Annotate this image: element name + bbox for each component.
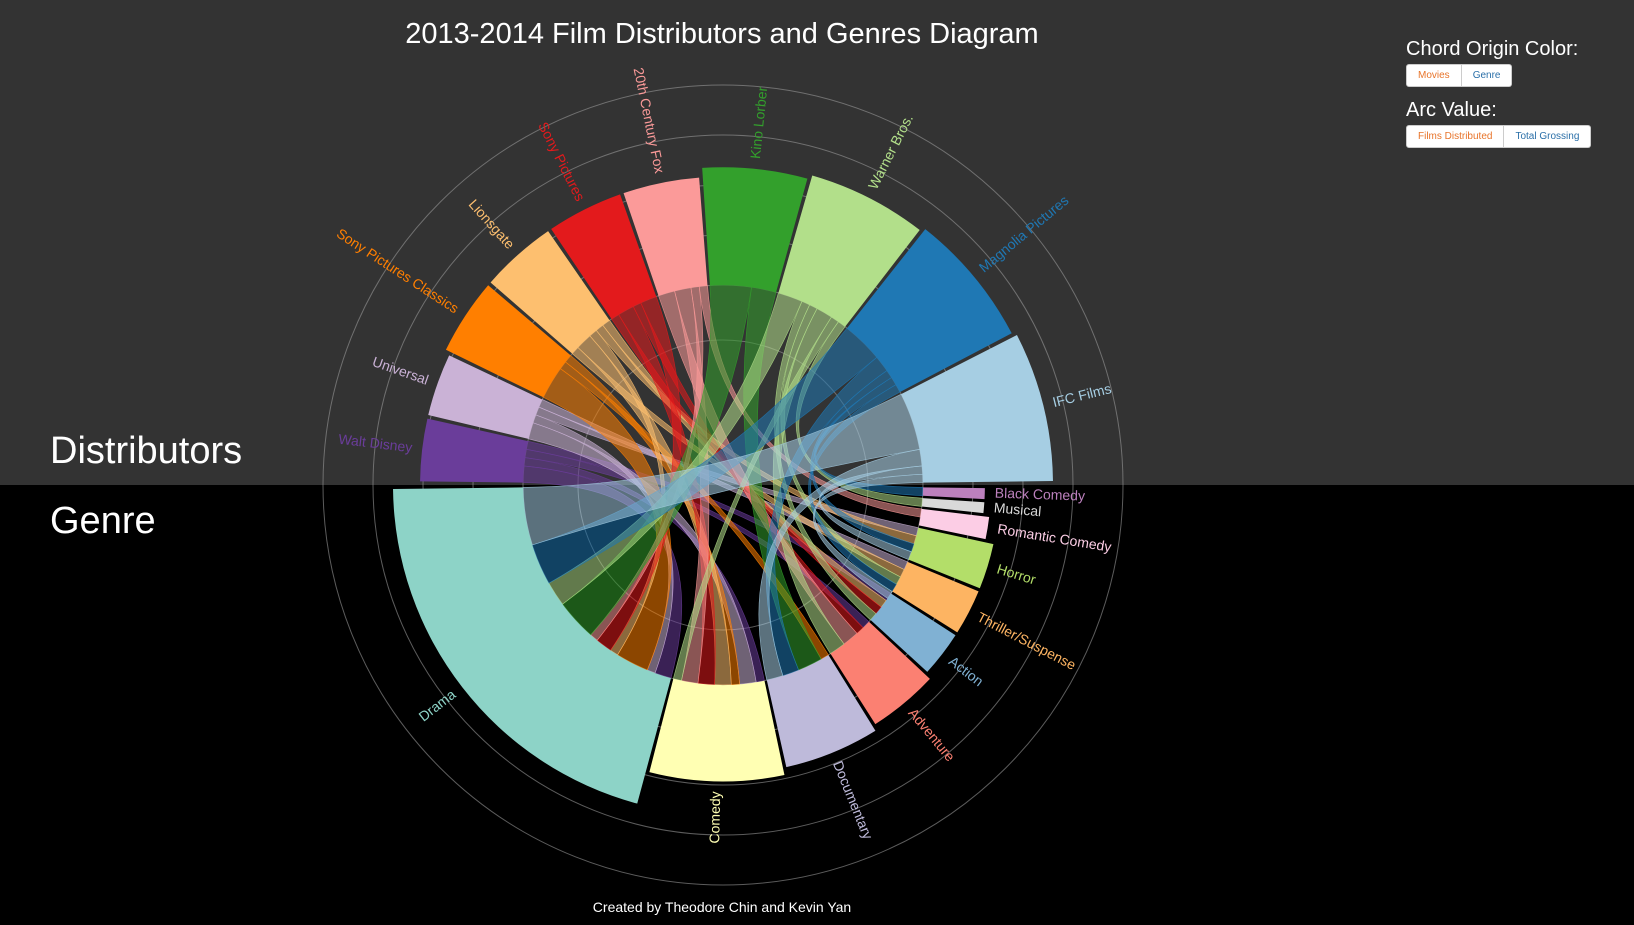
arc-horror[interactable] — [908, 527, 994, 589]
arc-thriller-suspense[interactable] — [892, 561, 979, 633]
arcs — [393, 167, 1053, 804]
label-documentary: Documentary — [830, 758, 876, 841]
label-walt-disney: Walt Disney — [338, 431, 414, 456]
chord-lionsgate-drama[interactable] — [589, 329, 666, 656]
label-horror: Horror — [995, 561, 1038, 588]
label-action: Action — [946, 653, 987, 689]
label-musical: Musical — [993, 499, 1042, 519]
arc-value-toggle: Films Distributed Total Grossing — [1406, 125, 1592, 148]
grid-ring-5 — [322, 84, 1124, 886]
page-title: 2013-2014 Film Distributors and Genres D… — [405, 18, 1039, 50]
label-thriller-suspense: Thriller/Suspense — [975, 609, 1079, 673]
label-sony-pictures-classics: Sony Pictures Classics — [334, 225, 462, 316]
chord-origin-heading: Chord Origin Color: — [1406, 38, 1579, 60]
arc-magnolia-pictures[interactable] — [847, 229, 1012, 392]
arc-kino-lorber[interactable] — [702, 167, 808, 293]
arc-romantic-comedy[interactable] — [918, 508, 990, 540]
arc-walt-disney[interactable] — [420, 418, 528, 483]
label-20th-century-fox: 20th Century Fox — [631, 66, 668, 174]
arc-musical[interactable] — [921, 498, 985, 514]
arc-20th-century-fox[interactable] — [623, 177, 708, 296]
genre-section-label: Genre — [50, 500, 156, 542]
chart-controls: Chord Origin Color: Movies Genre Arc Val… — [1406, 38, 1592, 160]
total-grossing-button[interactable]: Total Grossing — [1504, 125, 1592, 148]
label-drama: Drama — [415, 686, 458, 725]
arc-sony-pictures[interactable] — [551, 194, 657, 319]
label-adventure: Adventure — [905, 705, 958, 764]
label-sony-pictures: Sony Pictures — [535, 119, 588, 203]
label-warner-bros: Warner Bros. — [865, 111, 916, 191]
label-kino-lorber: Kino Lorber — [747, 86, 770, 160]
arc-comedy[interactable] — [649, 678, 785, 782]
credits-footer: Created by Theodore Chin and Kevin Yan — [592, 899, 852, 915]
label-black-comedy: Black Comedy — [995, 485, 1086, 504]
genre-button[interactable]: Genre — [1461, 64, 1513, 87]
arc-action[interactable] — [870, 593, 956, 672]
label-romantic-comedy: Romantic Comedy — [996, 521, 1112, 555]
chord-ifc-films-drama[interactable] — [522, 393, 921, 546]
label-ifc-films: IFC Films — [1051, 380, 1113, 410]
arc-sony-pictures-classics[interactable] — [445, 285, 571, 398]
chord-origin-toggle: Movies Genre — [1406, 64, 1591, 87]
arc-documentary[interactable] — [766, 654, 876, 768]
arc-universal[interactable] — [428, 355, 543, 439]
films-distributed-button[interactable]: Films Distributed — [1406, 125, 1505, 148]
grid-ring-4 — [372, 134, 1074, 836]
arc-adventure[interactable] — [830, 621, 930, 725]
label-lionsgate: Lionsgate — [466, 196, 519, 252]
arc-lionsgate[interactable] — [490, 231, 610, 354]
arc-drama[interactable] — [393, 487, 672, 804]
distributors-section-label: Distributors — [50, 430, 243, 472]
arc-ifc-films[interactable] — [901, 335, 1053, 483]
label-comedy: Comedy — [706, 791, 723, 843]
arc-warner-bros[interactable] — [778, 175, 920, 327]
chords — [522, 284, 924, 686]
label-magnolia-pictures: Magnolia Pictures — [976, 192, 1072, 275]
arc-value-heading: Arc Value: — [1406, 99, 1497, 121]
arc-black-comedy[interactable] — [922, 487, 985, 500]
label-universal: Universal — [370, 353, 430, 387]
movies-button[interactable]: Movies — [1406, 64, 1462, 87]
